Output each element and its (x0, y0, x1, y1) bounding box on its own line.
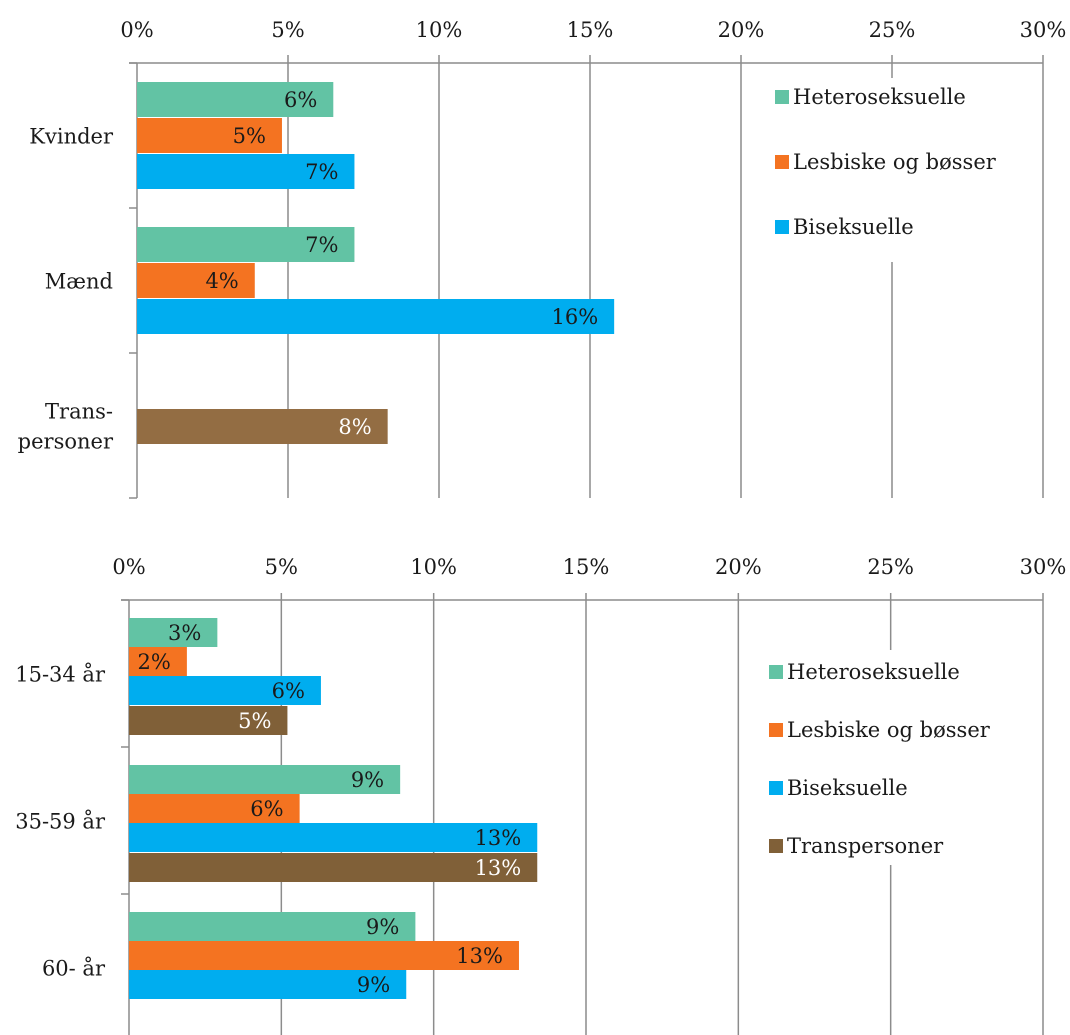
data-label: 9% (366, 915, 399, 939)
category-label: Kvinder (29, 125, 114, 149)
data-label: 13% (475, 826, 522, 850)
bar-biseksuelle (129, 676, 321, 705)
data-label: 5% (238, 709, 271, 733)
bar-transpersoner (129, 853, 538, 882)
x-tick-label: 0% (120, 18, 153, 42)
bar-heteroseksuelle (129, 765, 401, 794)
legend-label: Transpersoner (787, 834, 944, 858)
legend-label: Biseksuelle (787, 776, 908, 800)
legend-swatch (769, 781, 783, 795)
x-tick-label: 20% (718, 18, 765, 42)
data-label: 9% (357, 973, 390, 997)
legend-item-biseksuelle: Biseksuelle (769, 776, 908, 800)
bar-heteroseksuelle (137, 82, 334, 117)
data-label: 5% (233, 124, 266, 148)
bar-heteroseksuelle (129, 618, 218, 647)
bar-lesbiske-og-bøsser (129, 647, 187, 676)
x-tick-label: 10% (410, 555, 457, 579)
bar-lesbiske-og-bøsser (129, 794, 300, 823)
bar-biseksuelle (129, 970, 407, 999)
data-label: 4% (205, 269, 238, 293)
data-label: 7% (305, 160, 338, 184)
legend-item-heteroseksuelle: Heteroseksuelle (775, 85, 966, 109)
legend-item-biseksuelle: Biseksuelle (775, 215, 914, 239)
legend-swatch (769, 665, 783, 679)
x-tick-label: 10% (416, 18, 463, 42)
category-label: 15-34 år (15, 663, 106, 687)
category-label: 35-59 år (15, 810, 106, 834)
legend-label: Lesbiske og bøsser (793, 150, 997, 174)
x-tick-label: 30% (1020, 18, 1067, 42)
legend-swatch (775, 220, 789, 234)
category-label: 60- år (42, 957, 106, 981)
bar-lesbiske-og-bøsser (137, 118, 282, 153)
bar-transpersoner (137, 409, 388, 444)
legend-item-lesbiske-og-bøsser: Lesbiske og bøsser (769, 718, 991, 742)
x-tick-label: 15% (563, 555, 610, 579)
data-label: 7% (305, 233, 338, 257)
legend-swatch (769, 839, 783, 853)
data-label: 13% (475, 856, 522, 880)
x-tick-label: 20% (715, 555, 762, 579)
bar-biseksuelle (129, 823, 538, 852)
bar-biseksuelle (137, 299, 615, 334)
data-label: 3% (168, 621, 201, 645)
legend-item-transpersoner: Transpersoner (769, 834, 944, 858)
x-tick-label: 0% (112, 555, 145, 579)
legend-item-heteroseksuelle: Heteroseksuelle (769, 660, 960, 684)
data-label: 8% (338, 415, 371, 439)
data-label: 6% (284, 88, 317, 112)
x-tick-label: 15% (567, 18, 614, 42)
legend-label: Heteroseksuelle (793, 85, 966, 109)
category-label: Mænd (45, 270, 113, 294)
bar-transpersoner (129, 706, 288, 735)
legend-item-lesbiske-og-bøsser: Lesbiske og bøsser (775, 150, 997, 174)
bar-heteroseksuelle (137, 227, 355, 262)
data-label: 13% (456, 944, 503, 968)
data-label: 16% (551, 305, 598, 329)
legend-label: Lesbiske og bøsser (787, 718, 991, 742)
legend-swatch (775, 90, 789, 104)
data-label: 6% (272, 679, 305, 703)
bar-lesbiske-og-bøsser (137, 263, 255, 298)
x-tick-label: 25% (867, 555, 914, 579)
x-tick-label: 5% (271, 18, 304, 42)
chart-by-gender: 0% 5% 10% 15% 20% 25% 30% Kvinder Mænd Trans-pers… (18, 18, 1067, 499)
bar-biseksuelle (137, 154, 355, 189)
x-tick-label: 25% (869, 18, 916, 42)
legend-label: Biseksuelle (793, 215, 914, 239)
category-label: Trans-personer (18, 400, 114, 454)
bar-lesbiske-og-bøsser (129, 941, 519, 970)
legend-swatch (775, 155, 789, 169)
x-tick-label: 5% (265, 555, 298, 579)
data-label: 9% (351, 768, 384, 792)
data-label: 2% (138, 650, 171, 674)
chart-by-age: 0% 5% 10% 15% 20% 25% 30% 15-34 år 35-59 år 60- å… (15, 555, 1066, 1035)
data-label: 6% (250, 797, 283, 821)
x-tick-label: 30% (1020, 555, 1067, 579)
legend-swatch (769, 723, 783, 737)
legend-label: Heteroseksuelle (787, 660, 960, 684)
bar-heteroseksuelle (129, 912, 416, 941)
